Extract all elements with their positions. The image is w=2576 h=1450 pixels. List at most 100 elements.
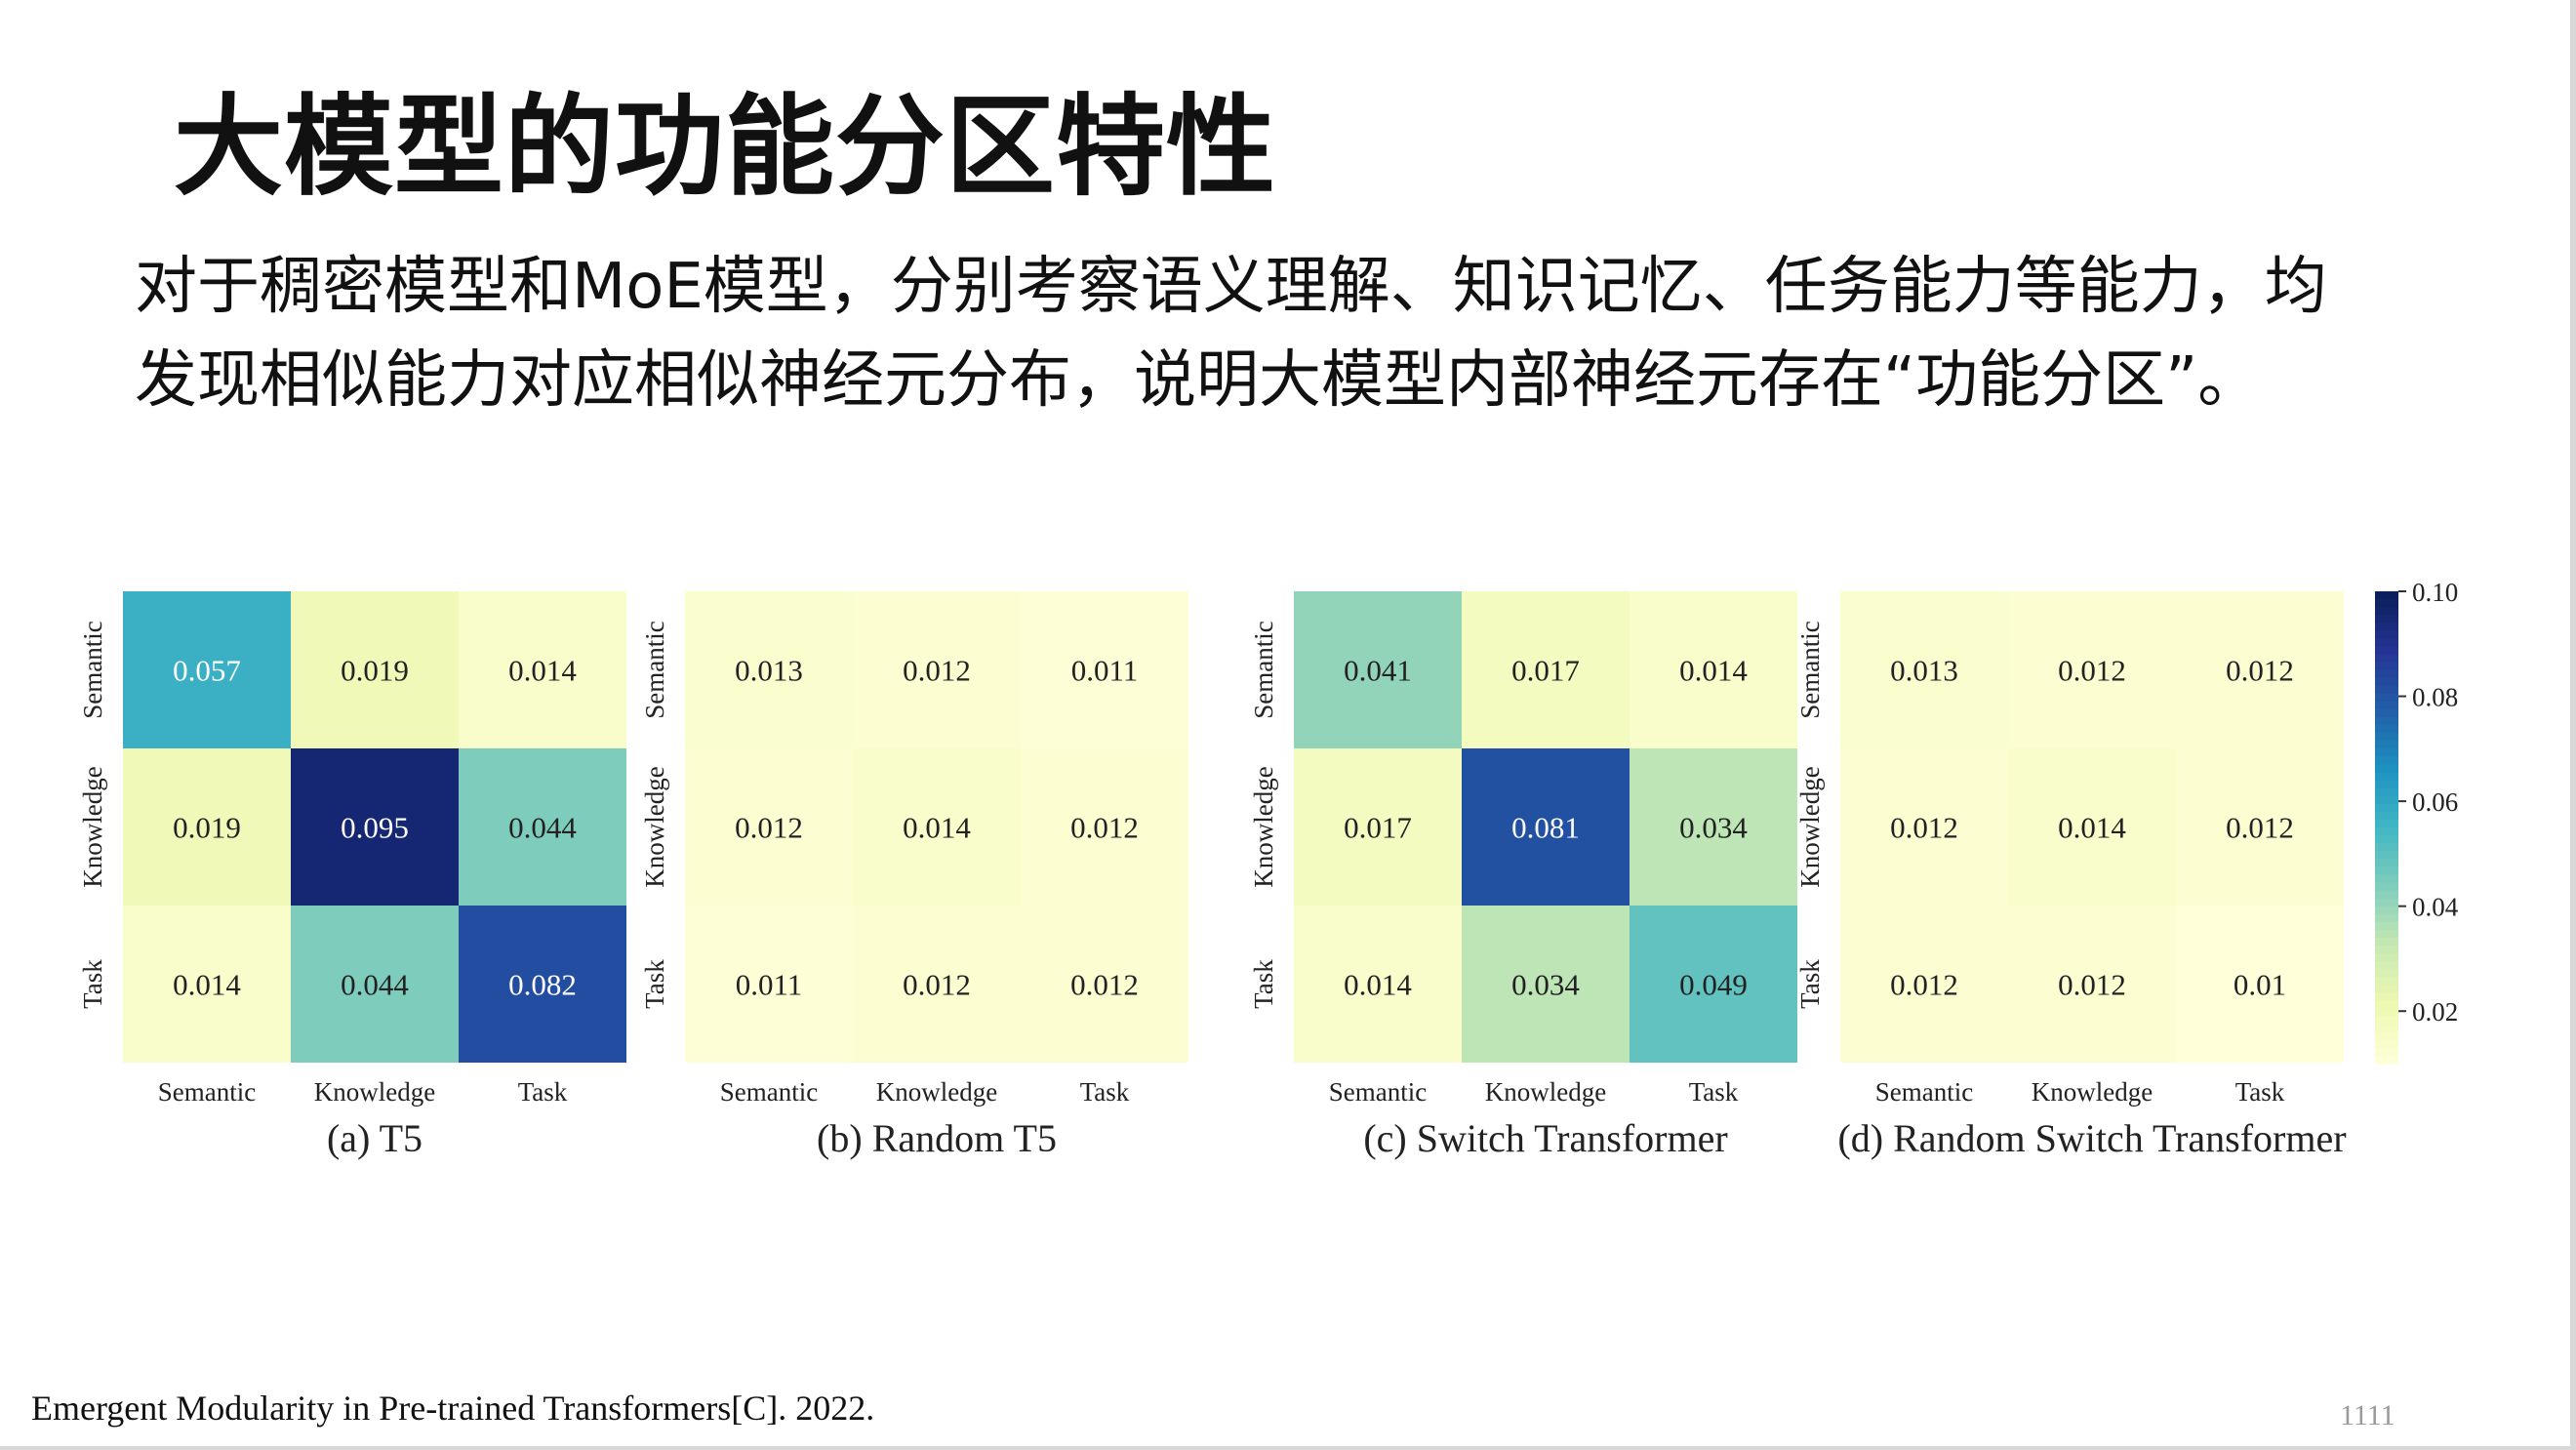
- slide-title: 大模型的功能分区特性: [174, 84, 1276, 211]
- panel-a-caption: (a) T5: [327, 1116, 423, 1160]
- colorbar-tick-label: 0.08: [2412, 683, 2458, 712]
- panel-b-x-tick-task: Task: [1080, 1077, 1130, 1107]
- panel-b-cell-label: 0.011: [736, 968, 803, 1002]
- panel-a-x-tick-task: Task: [518, 1077, 568, 1107]
- colorbar-tick-label: 0.06: [2412, 787, 2458, 817]
- panel-d-cell-label: 0.012: [2226, 654, 2294, 688]
- colorbar-segment: [2375, 921, 2398, 931]
- panel-a-y-tick-semantic: Semantic: [78, 621, 107, 718]
- panel-a-cell-label: 0.095: [341, 811, 409, 845]
- panel-d-cell-task-semantic: [1840, 906, 2008, 1063]
- panel-c-cell-label: 0.014: [1679, 654, 1748, 688]
- panel-b-cell-semantic-knowledge: [853, 591, 1021, 748]
- panel-a-cell-label: 0.044: [508, 811, 577, 845]
- colorbar-segment: [2375, 709, 2398, 718]
- colorbar-segment: [2375, 599, 2398, 608]
- colorbar-segment: [2375, 1055, 2398, 1065]
- panel-d-y-tick-task: Task: [1795, 959, 1825, 1009]
- page-number: 1111: [2340, 1391, 2395, 1431]
- panel-c-x-tick-knowledge: Knowledge: [1485, 1077, 1606, 1107]
- colorbar-segment: [2375, 882, 2398, 892]
- panel-b-caption: (b) Random T5: [817, 1116, 1057, 1160]
- panel-a-cell-label: 0.014: [173, 968, 241, 1002]
- panel-a-cell-semantic-task: [459, 591, 626, 748]
- panel-b-cell-label: 0.013: [735, 654, 803, 688]
- colorbar-segment: [2375, 685, 2398, 695]
- description-line-2: 发现相似能力对应相似神经元分布，说明大模型内部神经元存在“功能分区”。: [135, 344, 2261, 417]
- panel-c-cell-semantic-semantic: [1294, 591, 1462, 748]
- panel-a-cell-label: 0.082: [508, 968, 577, 1002]
- slide-edge-bottom: [0, 1446, 2576, 1450]
- panel-d-cell-semantic-task: [2176, 591, 2344, 748]
- panel-c-cell-label: 0.017: [1511, 654, 1580, 688]
- panel-b-cell-semantic-task: [1021, 591, 1188, 748]
- panel-b-x-tick-knowledge: Knowledge: [876, 1077, 997, 1107]
- colorbar-segment: [2375, 1008, 2398, 1018]
- panel-a-cell-label: 0.019: [341, 654, 409, 688]
- colorbar-segment: [2375, 913, 2398, 923]
- panel-a-cell-task-task: [459, 906, 626, 1063]
- colorbar-segment: [2375, 874, 2398, 884]
- panel-d-x-tick-knowledge: Knowledge: [2032, 1077, 2153, 1107]
- colorbar-tick-label: 0.02: [2412, 997, 2458, 1027]
- page-number-main: 11: [2340, 1399, 2367, 1431]
- colorbar-segment: [2375, 693, 2398, 703]
- panel-c-y-tick-semantic: Semantic: [1249, 621, 1278, 718]
- colorbar-segment: [2375, 1047, 2398, 1057]
- panel-c-cell-label: 0.017: [1344, 811, 1412, 845]
- panel-c-y-tick-knowledge: Knowledge: [1249, 766, 1278, 887]
- panel-c-cell-label: 0.034: [1679, 811, 1748, 845]
- panel-d-cell-label: 0.012: [1890, 811, 1958, 845]
- panel-a-cell-task-semantic: [123, 906, 291, 1063]
- panel-b-y-tick-knowledge: Knowledge: [640, 766, 669, 887]
- panel-d-cell-label: 0.013: [1890, 654, 1958, 688]
- colorbar-segment: [2375, 890, 2398, 900]
- colorbar-segment: [2375, 803, 2398, 813]
- colorbar-segment: [2375, 953, 2398, 962]
- panel-d-cell-label: 0.012: [2058, 654, 2126, 688]
- panel-d-cell-knowledge-knowledge: [2008, 748, 2176, 906]
- panel-d-cell-task-knowledge: [2008, 906, 2176, 1063]
- colorbar-segment: [2375, 638, 2398, 648]
- panel-c-cell-label: 0.014: [1344, 968, 1412, 1002]
- panel-a-cell-knowledge-task: [459, 748, 626, 906]
- colorbar-tick-label: 0.04: [2412, 893, 2459, 922]
- panel-a-cell-label: 0.044: [341, 968, 409, 1002]
- panel-b-cell-task-task: [1021, 906, 1188, 1063]
- panel-d-cell-label: 0.012: [1890, 968, 1958, 1002]
- reference-citation: Emergent Modularity in Pre-trained Trans…: [31, 1389, 875, 1428]
- colorbar-segment: [2375, 741, 2398, 750]
- colorbar-segment: [2375, 701, 2398, 710]
- panel-c-cell-semantic-knowledge: [1462, 591, 1630, 748]
- colorbar-segment: [2375, 662, 2398, 671]
- panel-d-x-tick-task: Task: [2235, 1077, 2285, 1107]
- colorbar-segment: [2375, 843, 2398, 852]
- panel-d-cell-label: 0.012: [2058, 968, 2126, 1002]
- panel-a-cell-knowledge-semantic: [123, 748, 291, 906]
- panel-a-y-tick-task: Task: [78, 959, 107, 1009]
- panel-a-cell-task-knowledge: [291, 906, 459, 1063]
- colorbar-segment: [2375, 937, 2398, 947]
- panel-b-y-tick-semantic: Semantic: [640, 621, 669, 718]
- panel-b-cell-label: 0.012: [903, 654, 971, 688]
- colorbar-segment: [2375, 717, 2398, 726]
- panel-b-cell-semantic-semantic: [685, 591, 853, 748]
- colorbar-segment: [2375, 827, 2398, 836]
- colorbar-segment: [2375, 929, 2398, 939]
- panel-c-cell-task-task: [1630, 906, 1797, 1063]
- colorbar-segment: [2375, 630, 2398, 640]
- colorbar-segment: [2375, 615, 2398, 624]
- panel-b-cell-knowledge-knowledge: [853, 748, 1021, 906]
- panel-d-cell-task-task: [2176, 906, 2344, 1063]
- colorbar-segment: [2375, 772, 2398, 782]
- colorbar-segment: [2375, 819, 2398, 828]
- panel-b-cell-task-semantic: [685, 906, 853, 1063]
- panel-c-cell-knowledge-task: [1630, 748, 1797, 906]
- panel-a-x-tick-semantic: Semantic: [158, 1077, 256, 1107]
- colorbar-segment: [2375, 835, 2398, 844]
- panel-c-cell-label: 0.081: [1511, 811, 1580, 845]
- panel-d-cell-semantic-knowledge: [2008, 591, 2176, 748]
- panel-d-y-tick-knowledge: Knowledge: [1795, 766, 1825, 887]
- colorbar-segment: [2375, 787, 2398, 797]
